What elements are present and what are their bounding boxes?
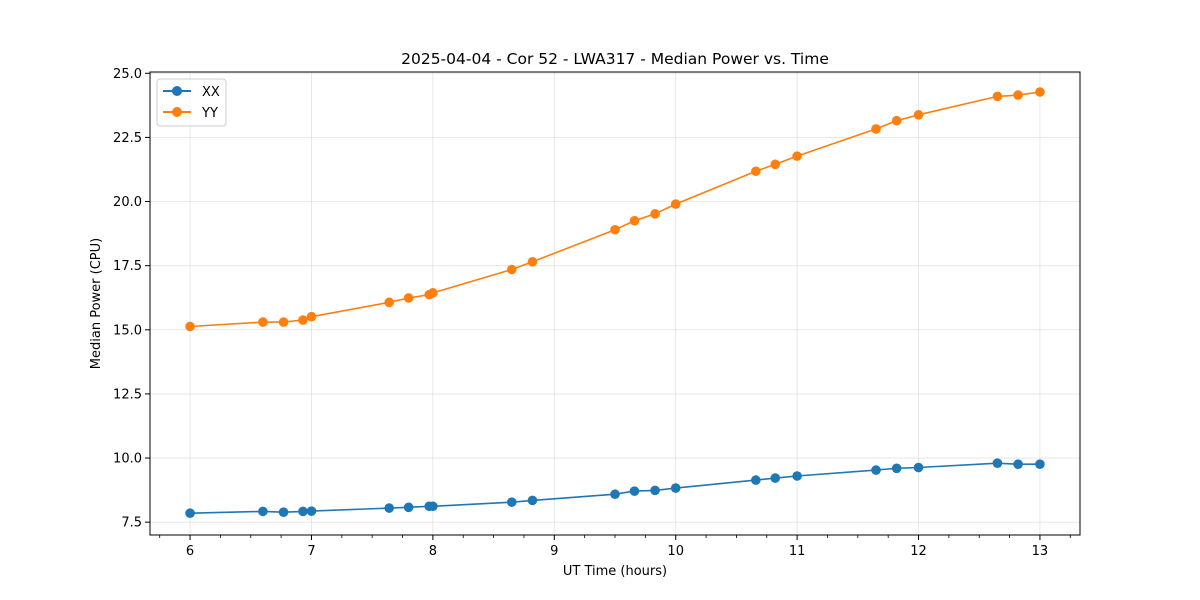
data-point-yy <box>610 224 620 235</box>
legend-label-xx: XX <box>202 85 220 100</box>
data-point-yy <box>1013 90 1023 100</box>
data-point-xx <box>258 506 268 517</box>
data-point-xx <box>384 503 394 513</box>
data-point-xx <box>298 506 308 517</box>
x-tick-label: 6 <box>186 544 194 559</box>
data-point-yy <box>384 297 394 308</box>
chart-title: 2025-04-04 - Cor 52 - LWA317 - Median Po… <box>401 50 829 68</box>
data-point-xx <box>770 473 781 483</box>
data-point-yy <box>670 199 681 209</box>
data-point-yy <box>428 288 438 298</box>
data-point-xx <box>610 489 620 500</box>
axes: 6 7 8 9 10 11 12 13 7.5 10.0 12.5 15.0 17.5 20.0 22.5 2… <box>113 67 1071 559</box>
data-point-yy <box>913 110 924 120</box>
x-tick-label: 12 <box>910 544 927 559</box>
data-point-yy <box>871 124 881 134</box>
legend-marker-xx <box>172 86 182 96</box>
data-point-yy <box>891 115 902 126</box>
data-point-yy <box>527 257 538 267</box>
data-point-yy <box>507 264 517 275</box>
data-point-xx <box>185 508 195 518</box>
series-layer <box>185 87 1045 518</box>
data-point-xx <box>428 501 438 512</box>
data-point-xx <box>891 463 902 474</box>
data-point-xx <box>670 483 681 493</box>
data-point-yy <box>629 215 640 226</box>
data-point-yy <box>278 317 289 327</box>
data-point-yy <box>650 209 660 219</box>
data-point-xx <box>992 458 1003 468</box>
grid <box>150 72 1080 535</box>
x-tick-label: 13 <box>1032 544 1049 559</box>
legend-marker-yy <box>172 107 182 117</box>
data-point-xx <box>403 502 414 513</box>
x-tick-label: 10 <box>667 544 684 559</box>
data-point-yy <box>1035 87 1045 97</box>
legend: XX YY <box>156 78 227 127</box>
y-tick-label: 15.0 <box>113 323 142 338</box>
data-point-xx <box>278 507 289 517</box>
y-tick-label: 17.5 <box>113 259 142 274</box>
data-point-yy <box>306 311 317 322</box>
legend-label-yy: YY <box>201 106 218 121</box>
y-tick-label: 7.5 <box>121 516 142 531</box>
data-point-xx <box>507 497 517 507</box>
data-point-yy <box>185 321 195 332</box>
data-point-yy <box>792 151 802 161</box>
y-tick-label: 10.0 <box>113 452 142 467</box>
x-tick-label: 8 <box>429 544 437 559</box>
data-point-yy <box>751 166 761 177</box>
data-point-xx <box>751 475 761 485</box>
data-point-xx <box>1013 459 1023 470</box>
data-point-xx <box>871 465 881 475</box>
data-point-xx <box>1035 459 1045 470</box>
x-axis-label: UT Time (hours) <box>563 564 667 579</box>
x-tick-label: 7 <box>307 544 315 559</box>
y-axis-label: Median Power (CPU) <box>89 238 104 369</box>
y-tick-label: 22.5 <box>113 131 142 146</box>
data-point-yy <box>992 91 1003 102</box>
data-point-yy <box>770 159 781 170</box>
data-point-xx <box>913 462 924 473</box>
y-tick-label: 12.5 <box>113 387 142 402</box>
data-point-xx <box>527 495 538 506</box>
x-tick-label: 9 <box>550 544 558 559</box>
y-tick-label: 25.0 <box>113 67 142 82</box>
data-point-yy <box>403 293 414 303</box>
data-point-xx <box>650 485 660 496</box>
data-point-xx <box>629 486 640 496</box>
data-point-yy <box>298 315 308 325</box>
data-point-xx <box>792 471 802 481</box>
y-tick-label: 20.0 <box>113 195 142 210</box>
x-tick-label: 11 <box>789 544 806 559</box>
data-point-xx <box>306 506 317 516</box>
data-point-yy <box>258 317 268 327</box>
